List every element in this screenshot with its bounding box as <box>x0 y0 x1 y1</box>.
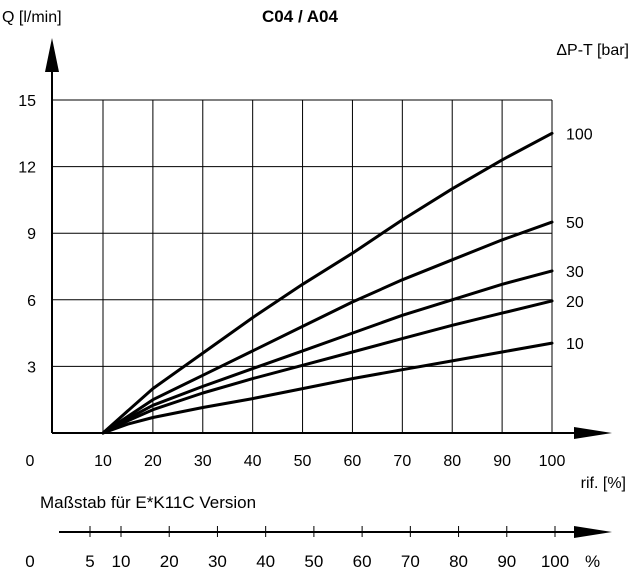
scale-unit: % <box>585 552 600 571</box>
scale-tick-label: 30 <box>208 552 227 571</box>
series-label-50: 50 <box>566 215 584 232</box>
x-tick-label: 60 <box>344 453 362 470</box>
scale-tick-label: 10 <box>112 552 131 571</box>
y-axis-arrow <box>45 38 59 72</box>
x-tick-label: 80 <box>443 453 461 470</box>
x-tick-label: 10 <box>94 453 112 470</box>
x-axis-label: rif. [%] <box>581 475 626 492</box>
x-tick-label: 50 <box>294 453 312 470</box>
scale-tick-label: 80 <box>449 552 468 571</box>
scale-caption: Maßstab für E*K11C Version <box>40 493 256 512</box>
scale-axis-arrow <box>574 526 612 538</box>
series-label-10: 10 <box>566 336 584 353</box>
y-axis-label: Q [l/min] <box>2 9 62 26</box>
series-group <box>101 131 554 435</box>
x-tick-label: 0 <box>26 453 35 470</box>
scale-tick-label: 70 <box>401 552 420 571</box>
scale-tick-label: 40 <box>256 552 275 571</box>
scale-axis: 0 5 10 20 30 40 50 60 70 80 90 100 <box>25 526 612 571</box>
scale-tick-label: 100 <box>541 552 569 571</box>
chart-title: C04 / A04 <box>262 7 338 26</box>
series-label-30: 30 <box>566 264 584 281</box>
x-axis-arrow <box>574 427 612 439</box>
scale-tick-label: 50 <box>304 552 323 571</box>
series-label-100: 100 <box>566 126 593 143</box>
y-tick-label: 15 <box>18 93 36 110</box>
y-tick-label: 3 <box>27 359 36 376</box>
scale-tick-label: 20 <box>160 552 179 571</box>
y-tick-label: 6 <box>27 293 36 310</box>
series-line-20 <box>101 299 554 435</box>
grid <box>52 99 553 433</box>
series-line-50 <box>101 220 554 435</box>
axes <box>45 38 612 439</box>
x-tick-label: 30 <box>194 453 212 470</box>
scale-tick-label: 60 <box>353 552 372 571</box>
x-tick-label: 70 <box>393 453 411 470</box>
y-tick-label: 12 <box>18 160 36 177</box>
scale-tick-label: 90 <box>497 552 516 571</box>
legend-title: ΔP-T [bar] <box>556 42 629 59</box>
x-tick-label: 90 <box>493 453 511 470</box>
x-tick-label: 100 <box>539 453 566 470</box>
x-tick-label: 20 <box>144 453 162 470</box>
series-line-30 <box>101 269 554 435</box>
scale-tick-label: 0 <box>25 552 34 571</box>
series-line-100 <box>101 131 554 435</box>
x-tick-label: 40 <box>244 453 262 470</box>
series-line-10 <box>101 341 554 435</box>
series-label-20: 20 <box>566 294 584 311</box>
y-tick-label: 9 <box>27 226 36 243</box>
scale-tick-label: 5 <box>85 552 94 571</box>
